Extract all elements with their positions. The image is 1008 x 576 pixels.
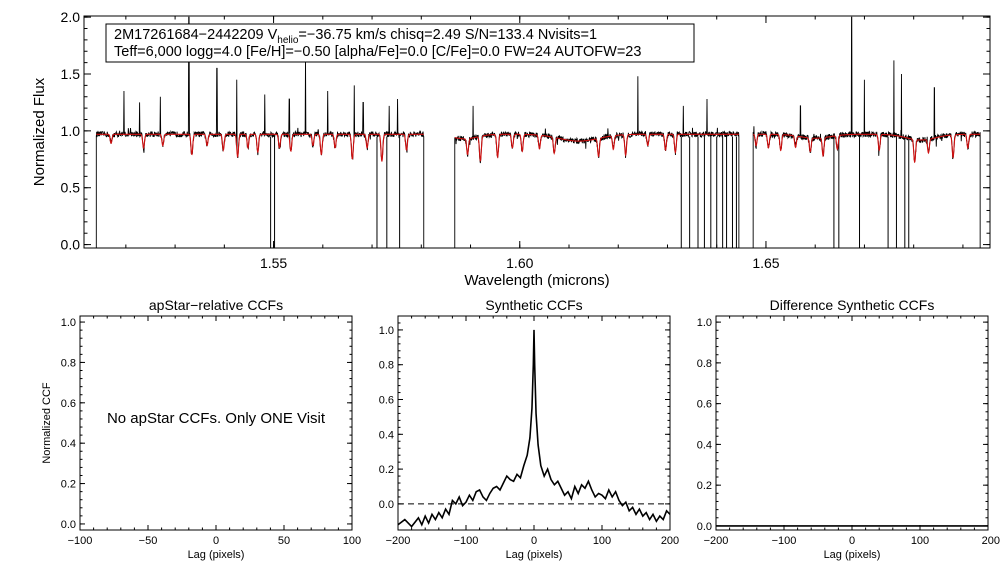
synthetic-ytick-labels: 0.0 0.2 0.4 0.6 0.8 1.0 — [379, 325, 394, 511]
spectrum-ytick-label: 0.5 — [61, 180, 81, 196]
difference-ytick-label: 0.0 — [697, 521, 712, 533]
spectrum-info-line1: 2M17261684−2442209 Vhelio=−36.75 km/s ch… — [114, 27, 597, 46]
apstar-ticks — [79, 316, 353, 530]
ccf-ylabel: Normalized CCF — [41, 382, 53, 464]
synthetic-ticks — [397, 315, 671, 530]
apstar-title: apStar−relative CCFs — [149, 297, 283, 313]
synthetic-ytick-label: 1.0 — [379, 325, 394, 337]
apstar-xtick-label: −50 — [139, 535, 158, 547]
difference-ytick-labels: 0.0 0.2 0.4 0.6 0.8 1.0 — [697, 317, 712, 533]
synthetic-xtick-label: −200 — [386, 535, 411, 547]
apstar-xlabel: Lag (pixels) — [188, 549, 245, 561]
difference-xtick-label: −100 — [772, 535, 797, 547]
synthetic-ytick-label: 0.4 — [379, 429, 394, 441]
apstar-xtick-labels: −100 −50 0 50 100 — [68, 535, 362, 547]
apstar-xtick-label: 50 — [278, 535, 290, 547]
spectrum-xtick-label: 1.60 — [506, 255, 533, 271]
synthetic-xlabel: Lag (pixels) — [506, 549, 563, 561]
info-stats: =−36.75 km/s chisq=2.49 S/N=133.4 Nvisit… — [298, 27, 597, 43]
difference-xtick-label: 100 — [911, 535, 929, 547]
difference-ytick-label: 1.0 — [697, 317, 712, 329]
info-vhelio-subscript: helio — [277, 35, 299, 46]
spectrum-ylabel: Normalized Flux — [31, 77, 48, 186]
synthetic-xtick-label: 0 — [531, 535, 537, 547]
spectrum-xlabel: Wavelength (microns) — [464, 272, 609, 289]
spectrum-dropout-group — [270, 136, 910, 248]
synthetic-ytick-label: 0.0 — [379, 499, 394, 511]
difference-ytick-label: 0.2 — [697, 480, 712, 492]
apstar-no-data-message: No apStar CCFs. Only ONE Visit — [107, 410, 326, 427]
spectrum-ytick-label: 0.0 — [61, 237, 81, 253]
model-spectrum-line — [96, 133, 424, 162]
synthetic-xtick-label: −100 — [454, 535, 479, 547]
model-spectrum-line — [454, 133, 739, 162]
apstar-xtick-label: −100 — [68, 535, 93, 547]
synthetic-ytick-label: 0.8 — [379, 360, 394, 372]
spectrum-xtick-labels: 1.55 1.60 1.65 — [260, 255, 780, 271]
apstar-ytick-labels: 0.0 0.2 0.4 0.6 0.8 1.0 — [61, 317, 76, 531]
difference-title: Difference Synthetic CCFs — [770, 297, 935, 313]
apstar-ytick-label: 0.4 — [61, 438, 76, 450]
apstar-ytick-label: 1.0 — [61, 317, 76, 329]
apstar-xtick-label: 0 — [213, 535, 219, 547]
spectrum-info-line2: Teff=6,000 logg=4.0 [Fe/H]=−0.50 [alpha/… — [114, 44, 641, 60]
difference-ticks — [715, 316, 989, 530]
apstar-ytick-label: 0.2 — [61, 479, 76, 491]
apstar-ytick-label: 0.6 — [61, 398, 76, 410]
synthetic-ccf-curve — [398, 329, 670, 528]
apstar-ccf-panel: −100 −50 0 50 100 0.0 0.2 0.4 0.6 0.8 1.… — [41, 297, 361, 561]
synthetic-ccf-panel: −200 −100 0 100 200 0.0 0.2 0.4 0.6 0.8 … — [379, 297, 679, 561]
spectrum-panel: 1.55 1.60 1.65 0.0 0.5 1.0 1.5 2.0 Wavel… — [31, 9, 991, 289]
spectrum-ytick-label: 1.5 — [61, 66, 81, 82]
spectrum-ytick-labels: 0.0 0.5 1.0 1.5 2.0 — [61, 9, 81, 252]
difference-ccf-panel: −200 −100 0 100 200 0.0 0.2 0.4 0.6 0.8 … — [697, 297, 1000, 561]
spectrum-ytick-label: 2.0 — [61, 9, 81, 25]
model-spectrum-group — [96, 133, 981, 164]
synthetic-xtick-labels: −200 −100 0 100 200 — [386, 535, 680, 547]
model-spectrum-line — [753, 133, 981, 164]
difference-xlabel: Lag (pixels) — [824, 549, 881, 561]
difference-xtick-label: −200 — [704, 535, 729, 547]
spectrum-ytick-label: 1.0 — [61, 123, 81, 139]
synthetic-ytick-label: 0.6 — [379, 395, 394, 407]
synthetic-title: Synthetic CCFs — [485, 297, 582, 313]
spectrum-xtick-label: 1.65 — [752, 255, 779, 271]
info-star-id: 2M17261684−2442209 V — [114, 27, 278, 43]
synthetic-xtick-label: 100 — [593, 535, 611, 547]
spectrum-axes-frame — [83, 15, 991, 249]
synthetic-ytick-label: 0.2 — [379, 464, 394, 476]
difference-ytick-label: 0.6 — [697, 399, 712, 411]
synthetic-xtick-label: 200 — [661, 535, 679, 547]
spectrum-xtick-label: 1.55 — [260, 255, 287, 271]
difference-xtick-label: 200 — [982, 535, 1000, 547]
spectrum-ticks — [84, 16, 990, 248]
apstar-ytick-label: 0.0 — [61, 519, 76, 531]
difference-xtick-labels: −200 −100 0 100 200 — [704, 535, 1000, 547]
difference-xtick-label: 0 — [849, 535, 855, 547]
difference-ytick-label: 0.8 — [697, 358, 712, 370]
difference-ytick-label: 0.4 — [697, 439, 712, 451]
apstar-ytick-label: 0.8 — [61, 357, 76, 369]
spectrum-info-box — [105, 23, 695, 63]
apstar-xtick-label: 100 — [343, 535, 361, 547]
